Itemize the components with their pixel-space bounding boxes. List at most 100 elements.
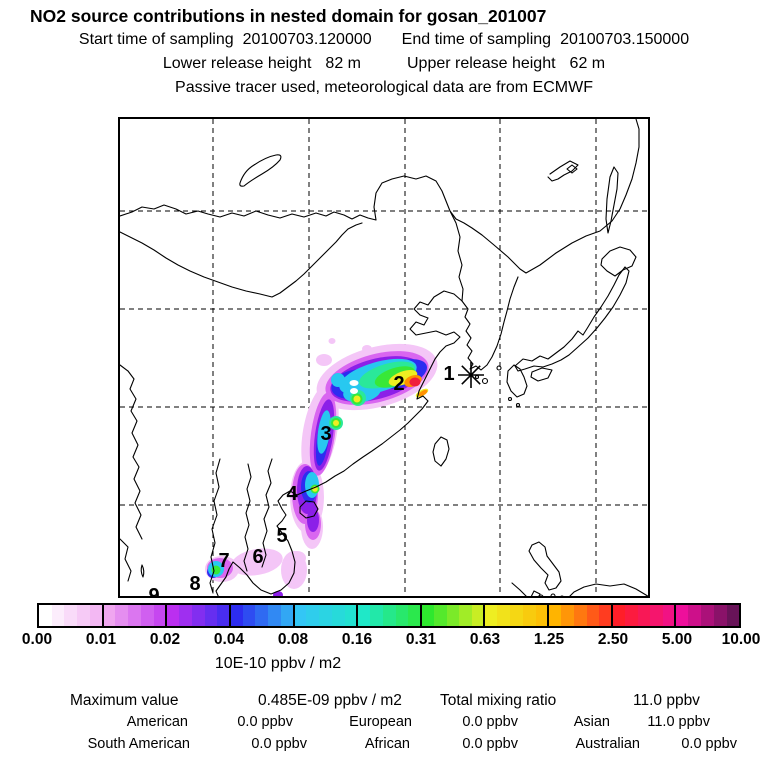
colorbar-tick-label: 5.00 xyxy=(661,631,693,648)
hokkaido-island xyxy=(600,246,637,277)
kyushu-island xyxy=(506,364,528,398)
region-value-european: 0.0 ppbv xyxy=(462,714,518,730)
start-time-label: Start time of sampling xyxy=(78,31,234,48)
map-marker-9[interactable]: 9 xyxy=(148,585,159,598)
region-label-american: American xyxy=(126,714,188,730)
map-marker-8[interactable]: 8 xyxy=(189,573,200,595)
colorbar-cell xyxy=(586,605,600,626)
small-island-diamond xyxy=(566,164,578,174)
colorbar-cells xyxy=(39,605,740,626)
borneo-coast xyxy=(569,583,648,596)
colorbar-cell xyxy=(255,605,269,626)
colorbar-level-divider xyxy=(101,605,104,626)
philippine-islet-c xyxy=(538,594,544,596)
upper-release-value: 62 m xyxy=(569,55,606,72)
colorbar-cell xyxy=(166,605,180,626)
colorbar-cell xyxy=(89,605,103,626)
luzon-island xyxy=(528,541,562,591)
region-label-australian: Australian xyxy=(575,736,640,752)
colorbar-tick-label: 2.50 xyxy=(597,631,629,648)
colorbar-cell xyxy=(280,605,294,626)
colorbar-cell xyxy=(242,605,256,626)
colorbar-level-divider xyxy=(228,605,231,626)
colorbar-tick-label: 10.00 xyxy=(721,631,761,648)
region-label-south-american: South American xyxy=(87,736,190,752)
colorbar-cell xyxy=(701,605,714,626)
maximum-value: 0.485E-09 ppbv / m2 xyxy=(258,692,402,709)
colorbar-cell xyxy=(471,605,485,626)
indochina-border-1 xyxy=(261,458,273,568)
colorbar-cell xyxy=(102,605,116,626)
colorbar-tick-label: 0.04 xyxy=(213,631,245,648)
colorbar-cell xyxy=(612,605,625,626)
total-mixing-ratio-value: 11.0 ppbv xyxy=(633,692,700,709)
figure-title: NO2 source contributions in nested domai… xyxy=(30,6,547,26)
sampling-times-line: Start time of sampling 20100703.120000 E… xyxy=(0,31,768,49)
colorbar-level-divider xyxy=(356,605,359,626)
small-island-c xyxy=(515,402,521,408)
colorbar-cell xyxy=(675,605,689,626)
colorbar-cell xyxy=(421,605,434,626)
map-marker-7[interactable]: 7 xyxy=(218,550,229,572)
colorbar-cell xyxy=(77,605,90,626)
indochina-border-3 xyxy=(209,458,221,594)
colorbar-level-divider xyxy=(610,605,613,626)
colorbar-cell xyxy=(561,605,574,626)
map-marker-4[interactable]: 4 xyxy=(286,483,298,505)
map-marker-1[interactable]: 1 xyxy=(443,363,454,385)
colorbar-cell xyxy=(64,605,78,626)
colorbar-cell xyxy=(726,605,740,626)
map-marker-5[interactable]: 5 xyxy=(276,525,287,547)
colorbar-tick-label: 0.63 xyxy=(469,631,501,648)
indochina-border-2 xyxy=(243,463,252,572)
colorbar xyxy=(37,603,741,628)
colorbar-cell xyxy=(522,605,536,626)
region-value-australian: 0.0 ppbv xyxy=(681,736,737,752)
colorbar-cell xyxy=(128,605,141,626)
region-label-european: European xyxy=(349,714,412,730)
colorbar-cell xyxy=(51,605,65,626)
small-island-b xyxy=(507,396,513,402)
lower-release-label: Lower release height xyxy=(162,55,312,72)
mindoro-island xyxy=(530,590,541,596)
colorbar-level-divider xyxy=(547,605,550,626)
manchuria-border xyxy=(449,210,464,302)
colorbar-level-divider xyxy=(292,605,295,626)
end-time-value: 20100703.150000 xyxy=(560,31,690,48)
colorbar-tick-label: 0.31 xyxy=(405,631,437,648)
colorbar-cell xyxy=(637,605,651,626)
map-marker-6[interactable]: 6 xyxy=(252,546,263,568)
lake-baikal xyxy=(239,154,282,187)
region-value-south-american: 0.0 ppbv xyxy=(251,736,307,752)
colorbar-level-divider xyxy=(165,605,168,626)
colorbar-cell xyxy=(395,605,409,626)
colorbar-unit-label: 10E-10 ppbv / m2 xyxy=(214,655,342,672)
colorbar-cell xyxy=(230,605,243,626)
colorbar-tick-label: 0.16 xyxy=(341,631,373,648)
colorbar-cell xyxy=(573,605,587,626)
colorbar-cell xyxy=(319,605,332,626)
colorbar-tick-labels: 0.00 0.01 0.02 0.04 0.08 0.16 0.31 0.63 1.25 2.50… xyxy=(0,631,768,649)
tracer-note: Passive tracer used, meteorological data… xyxy=(175,79,593,96)
colorbar-level-divider xyxy=(419,605,422,626)
region-value-american: 0.0 ppbv xyxy=(237,714,293,730)
philippine-islet-b xyxy=(560,595,564,596)
colorbar-cell xyxy=(484,605,498,626)
colorbar-cell xyxy=(331,605,345,626)
map-marker-3[interactable]: 3 xyxy=(320,423,331,445)
colorbar-cell xyxy=(548,605,562,626)
andaman-sliver xyxy=(140,564,145,578)
colorbar-cell xyxy=(306,605,320,626)
colorbar-cell xyxy=(599,605,613,626)
colorbar-cell xyxy=(446,605,460,626)
colorbar-tick-label: 1.25 xyxy=(533,631,565,648)
west-coast-fragment xyxy=(120,538,132,582)
colorbar-cell xyxy=(650,605,663,626)
colorbar-cell xyxy=(153,605,167,626)
colorbar-cell xyxy=(408,605,422,626)
map-marker-2[interactable]: 2 xyxy=(393,373,404,395)
receptor-star-icon xyxy=(461,365,481,385)
release-heights-line: Lower release height 82 m Upper release … xyxy=(0,55,768,73)
